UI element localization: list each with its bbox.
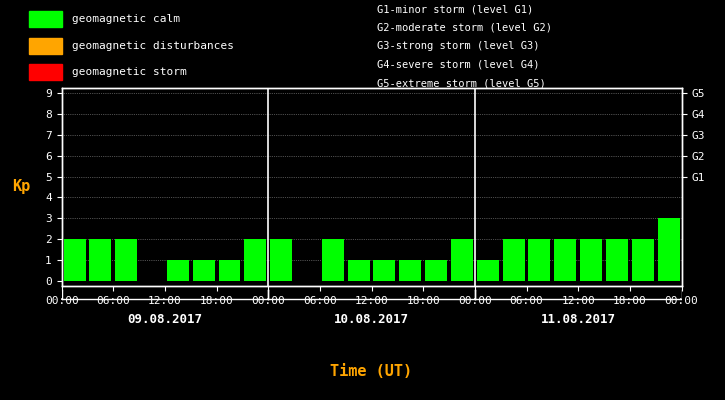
Text: G5-extreme storm (level G5): G5-extreme storm (level G5) <box>377 78 546 88</box>
Bar <box>529 239 550 281</box>
Bar <box>631 239 654 281</box>
Text: Time (UT): Time (UT) <box>331 364 413 380</box>
Bar <box>322 239 344 281</box>
Text: 09.08.2017: 09.08.2017 <box>128 313 202 326</box>
Bar <box>606 239 628 281</box>
Bar <box>167 260 188 281</box>
Bar <box>425 260 447 281</box>
Bar <box>115 239 137 281</box>
Bar <box>193 260 215 281</box>
FancyBboxPatch shape <box>29 12 62 27</box>
Bar <box>348 260 370 281</box>
Bar <box>477 260 499 281</box>
Text: G3-strong storm (level G3): G3-strong storm (level G3) <box>377 41 539 51</box>
Bar <box>658 218 679 281</box>
Text: Kp: Kp <box>12 180 30 194</box>
Text: G4-severe storm (level G4): G4-severe storm (level G4) <box>377 60 539 70</box>
Bar <box>64 239 86 281</box>
Text: G2-moderate storm (level G2): G2-moderate storm (level G2) <box>377 23 552 33</box>
Bar <box>373 260 395 281</box>
Bar <box>502 239 525 281</box>
Bar <box>218 260 241 281</box>
Bar <box>89 239 112 281</box>
Text: G1-minor storm (level G1): G1-minor storm (level G1) <box>377 4 534 14</box>
Bar <box>555 239 576 281</box>
FancyBboxPatch shape <box>29 38 62 54</box>
Text: geomagnetic calm: geomagnetic calm <box>72 14 181 24</box>
FancyBboxPatch shape <box>29 64 62 80</box>
Bar <box>270 239 292 281</box>
Text: geomagnetic storm: geomagnetic storm <box>72 67 187 77</box>
Bar <box>580 239 602 281</box>
Bar <box>399 260 421 281</box>
Text: 10.08.2017: 10.08.2017 <box>334 313 409 326</box>
Bar <box>244 239 266 281</box>
Text: 11.08.2017: 11.08.2017 <box>541 313 616 326</box>
Text: geomagnetic disturbances: geomagnetic disturbances <box>72 41 234 51</box>
Bar <box>451 239 473 281</box>
